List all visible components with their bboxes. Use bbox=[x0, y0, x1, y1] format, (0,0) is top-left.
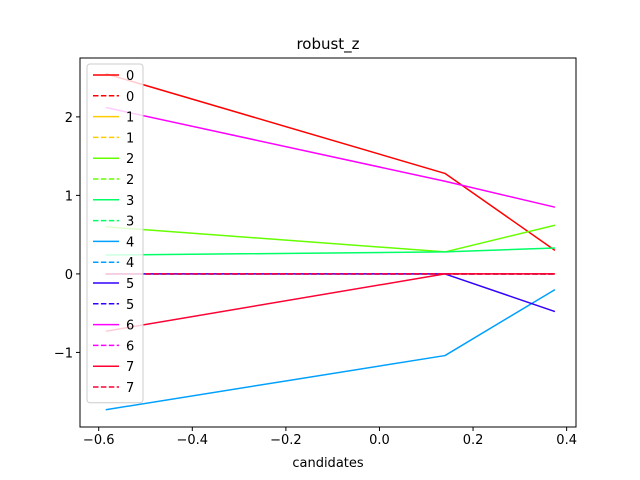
legend-label-12: 6 bbox=[126, 319, 134, 334]
x-axis: −0.6 −0.4 −0.2 0.0 0.2 0.4 bbox=[83, 427, 577, 448]
axes-frame bbox=[79, 57, 577, 428]
x-tick-label: −0.4 bbox=[177, 433, 209, 448]
series-line-4 bbox=[105, 224, 556, 253]
series-line-8 bbox=[105, 288, 556, 411]
x-axis-label: candidates bbox=[292, 456, 364, 471]
legend-label-13: 6 bbox=[126, 339, 134, 354]
x-tick-label: 0.4 bbox=[556, 433, 577, 448]
series-line-0 bbox=[105, 72, 556, 251]
y-axis: −1 0 1 2 bbox=[54, 111, 80, 361]
y-tick-label: −1 bbox=[54, 346, 73, 361]
legend-label-1: 0 bbox=[126, 90, 134, 105]
legend-label-2: 1 bbox=[126, 111, 134, 126]
legend-label-4: 2 bbox=[126, 152, 134, 167]
legend: 0 0 1 1 2 2 3 3 4 4 5 5 6 6 7 7 bbox=[86, 63, 144, 404]
chart-title: robust_z bbox=[296, 35, 359, 54]
x-tick-label: 0.0 bbox=[369, 433, 390, 448]
y-tick-label: 0 bbox=[65, 268, 73, 283]
legend-label-14: 7 bbox=[126, 360, 134, 375]
series-line-12 bbox=[105, 106, 556, 208]
legend-label-9: 4 bbox=[126, 256, 134, 271]
x-tick-label: −0.6 bbox=[83, 433, 115, 448]
x-tick-label: 0.2 bbox=[463, 433, 484, 448]
legend-label-6: 3 bbox=[126, 194, 134, 209]
x-tick-label: −0.2 bbox=[270, 433, 302, 448]
legend-label-11: 5 bbox=[126, 298, 134, 313]
y-tick-label: 2 bbox=[65, 111, 73, 126]
legend-box bbox=[86, 63, 144, 404]
series-line-6 bbox=[105, 247, 555, 256]
series-line-14 bbox=[105, 273, 555, 332]
y-tick-label: 1 bbox=[65, 189, 73, 204]
legend-label-15: 7 bbox=[126, 381, 134, 396]
plot-area bbox=[79, 57, 577, 428]
legend-label-7: 3 bbox=[126, 215, 134, 230]
legend-label-5: 2 bbox=[126, 173, 134, 188]
legend-label-8: 4 bbox=[126, 235, 134, 250]
legend-label-10: 5 bbox=[126, 277, 134, 292]
legend-label-0: 0 bbox=[126, 69, 134, 84]
legend-label-3: 1 bbox=[126, 131, 134, 146]
series-lines bbox=[105, 72, 556, 411]
